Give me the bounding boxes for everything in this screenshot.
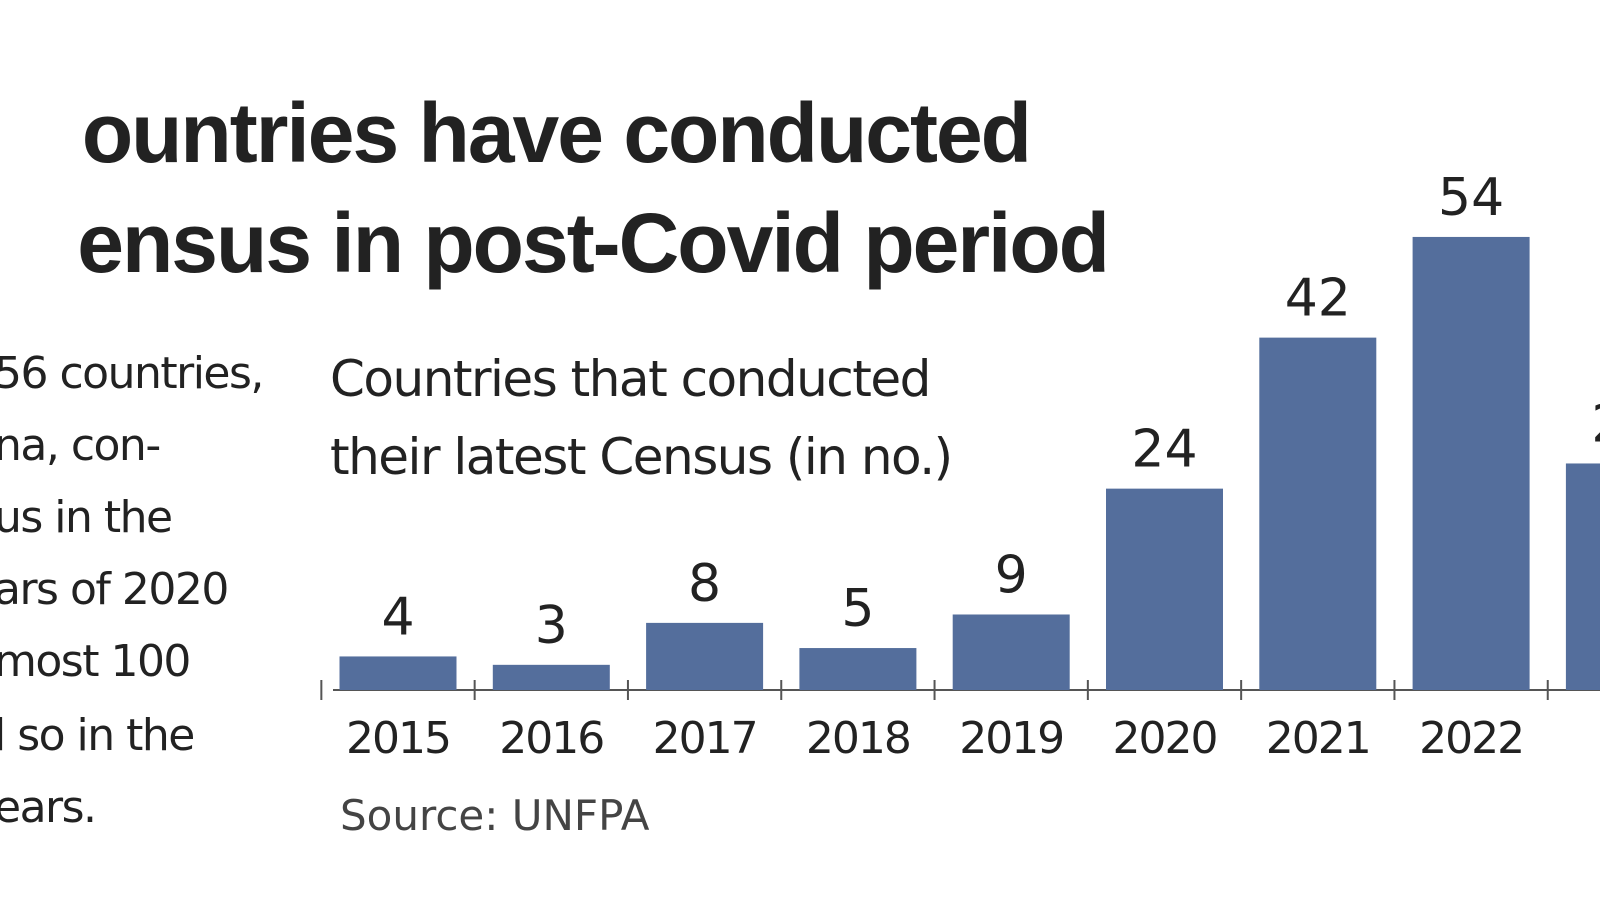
paragraph-line: ars of 2020 [0,564,228,615]
x-tick-label: 2020 [1113,713,1217,764]
subtitle-line: their latest Census (in no.) [330,428,952,486]
x-tick-label: 2019 [959,713,1063,764]
value-label: 8 [688,554,721,614]
bar [952,614,1070,690]
paragraph-line: na, con- [0,420,160,471]
paragraph-line: 56 countries, [0,348,263,399]
value-label: 42 [1285,269,1351,329]
source: Source: UNFPA [340,791,650,840]
paragraph-line: most 100 [0,636,190,687]
value-label: 9 [995,545,1028,605]
bar [1106,488,1223,690]
paragraph-line: us in the [0,492,172,543]
value-label: 5 [841,579,874,639]
paragraph-line: ears. [0,782,96,833]
value-label: 3 [535,596,568,656]
value-label: 54 [1438,168,1504,228]
x-tick-label: 2021 [1266,713,1370,764]
title-line: ensus in post-Covid period [77,196,1108,290]
paragraph: 56 countries, na, con- us in the ars of … [0,348,264,833]
bar [339,656,457,690]
value-label: 24 [1131,420,1197,480]
bar [646,622,764,690]
x-tick-label: 2017 [653,713,757,764]
x-tick-label: 2015 [346,713,450,764]
bar [492,664,610,690]
value-label: 4 [381,587,414,647]
bar [799,648,917,690]
paragraph-line: l so in the [0,710,194,761]
x-tick-label: 2016 [499,713,603,764]
value-label: 27 [1591,394,1600,454]
title-line: ountries have conducted [82,86,1030,180]
x-tick-label: 2018 [806,713,910,764]
bar [1565,463,1600,690]
x-tick-label: 2022 [1419,713,1523,764]
bar [1412,236,1530,690]
subtitle-line: Countries that conducted [330,350,930,408]
bar [1259,337,1377,690]
